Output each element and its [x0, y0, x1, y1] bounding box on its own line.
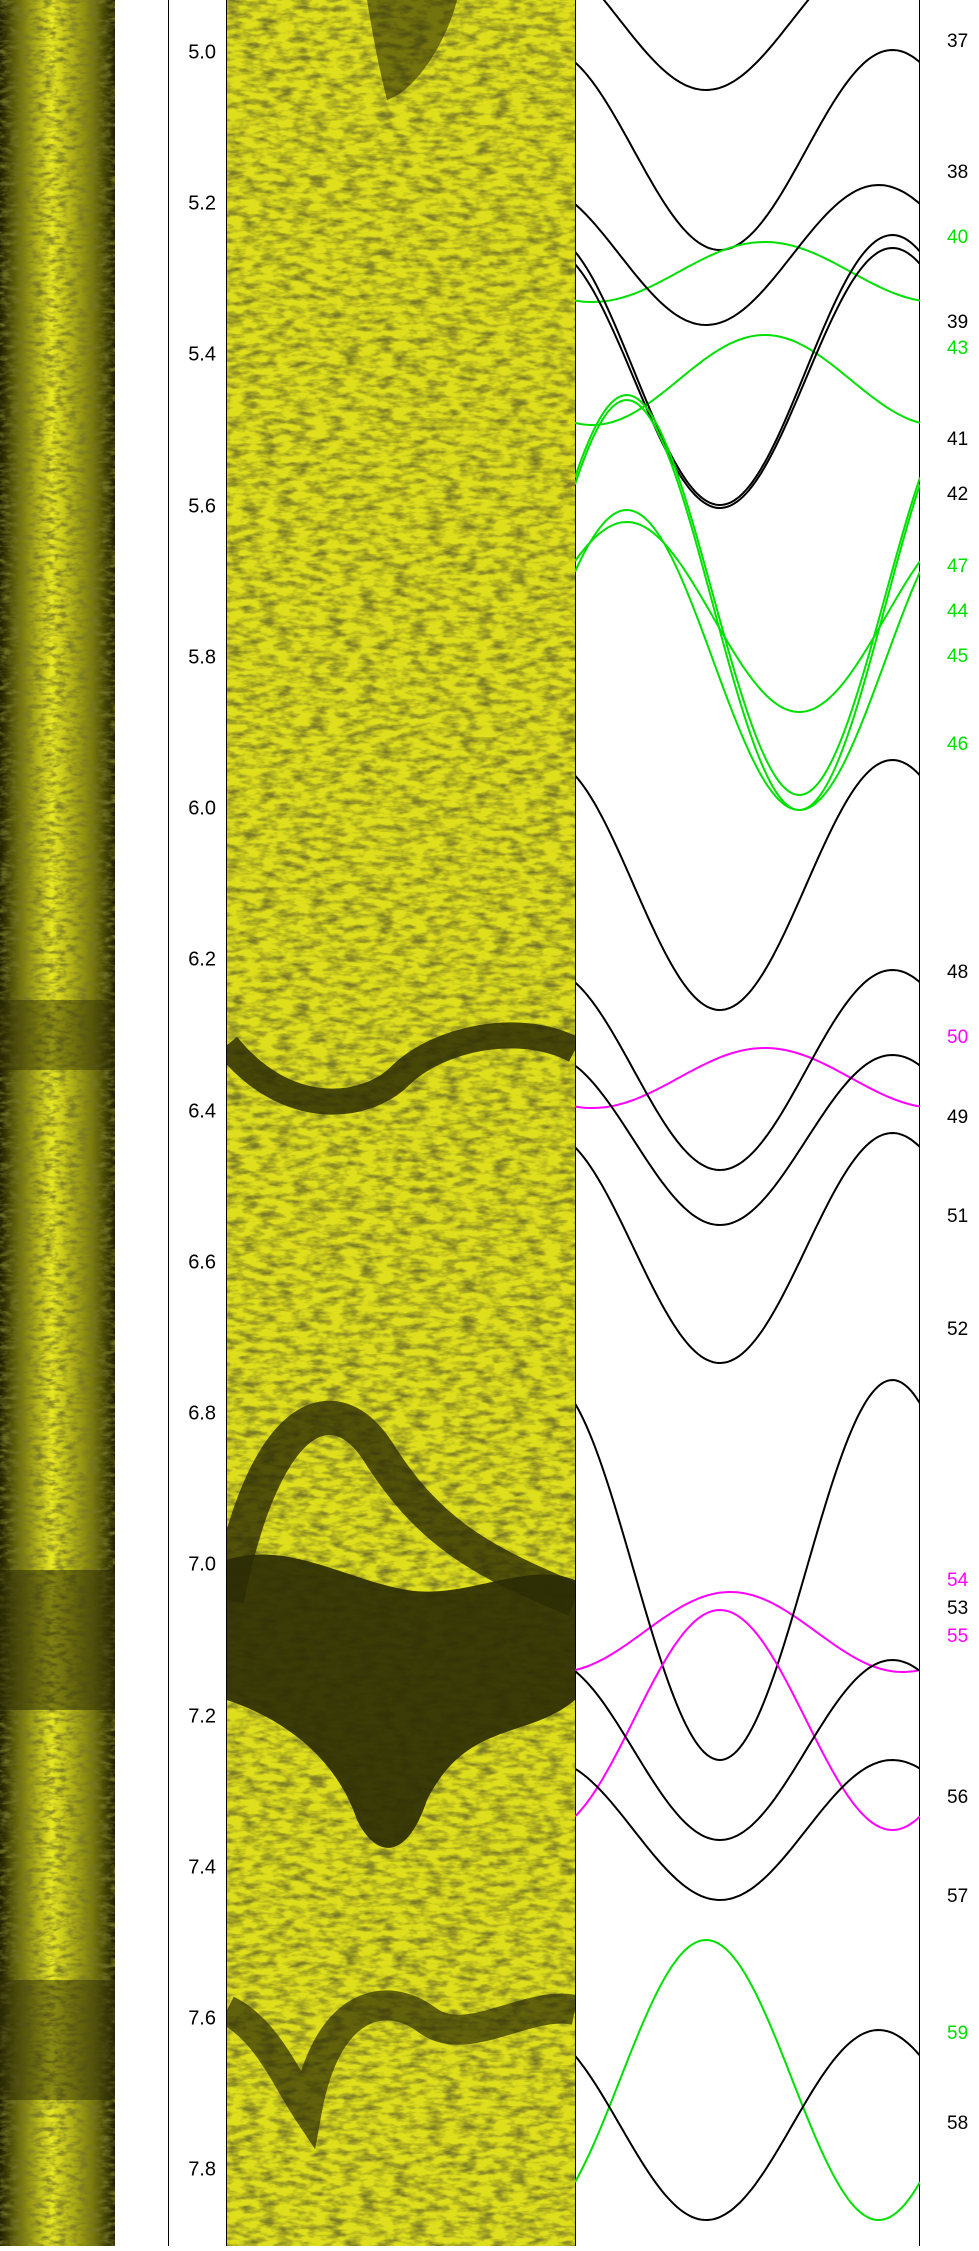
depth-label: 6.2	[188, 948, 216, 971]
feature-id-label-55: 55	[947, 1626, 969, 1647]
feature-sinusoid-44	[574, 393, 921, 797]
depth-label: 7.6	[188, 2007, 216, 2030]
feature-sinusoid-38	[574, 48, 921, 252]
feature-sinusoid-48	[574, 758, 921, 1012]
feature-id-label-49: 49	[947, 1107, 969, 1128]
feature-sinusoid-51	[574, 1053, 921, 1227]
feature-id-label-46: 46	[947, 734, 969, 755]
core-cylinder-image	[0, 0, 115, 2246]
feature-sinusoid-50	[574, 1047, 921, 1109]
sinusoid-svg	[574, 0, 921, 2246]
depth-label: 5.4	[188, 343, 216, 366]
feature-id-label-43: 43	[947, 338, 969, 359]
feature-id-label-51: 51	[947, 1206, 969, 1227]
feature-sinusoid-53	[574, 1378, 921, 1762]
feature-sinusoid-45	[574, 398, 921, 812]
feature-id-label-57: 57	[947, 1886, 969, 1907]
depth-label: 6.8	[188, 1402, 216, 1425]
feature-id-label-42: 42	[947, 484, 969, 505]
feature-sinusoid-59	[574, 1938, 921, 2222]
feature-id-label-54: 54	[947, 1570, 969, 1591]
feature-sinusoid-39	[574, 183, 921, 327]
depth-label: 6.4	[188, 1100, 216, 1123]
depth-label: 6.0	[188, 797, 216, 820]
depth-label: 5.8	[188, 646, 216, 669]
feature-id-label-52: 52	[947, 1319, 969, 1340]
feature-id-label-41: 41	[947, 429, 969, 450]
unrolled-borehole-image	[210, 0, 582, 2246]
feature-sinusoid-41	[574, 233, 921, 507]
feature-sinusoid-52	[574, 1131, 921, 1365]
depth-label: 6.6	[188, 1251, 216, 1274]
unrolled-image-svg	[210, 0, 582, 2246]
feature-id-label-44: 44	[947, 601, 969, 622]
feature-id-label-40: 40	[947, 227, 969, 248]
feature-sinusoid-47	[574, 520, 921, 714]
feature-id-label-45: 45	[947, 646, 969, 667]
feature-sinusoid-panel	[574, 0, 921, 2246]
feature-sinusoid-40	[574, 241, 921, 303]
depth-label: 5.6	[188, 495, 216, 518]
feature-sinusoid-46	[574, 508, 921, 812]
feature-sinusoid-42	[574, 246, 921, 510]
feature-sinusoid-37	[602, 0, 810, 92]
feature-id-label-50: 50	[947, 1027, 969, 1048]
feature-sinusoid-49	[574, 968, 921, 1172]
feature-sinusoid-54	[574, 1591, 921, 1673]
depth-label: 7.4	[188, 1856, 216, 1879]
feature-sinusoid-43	[574, 334, 921, 426]
feature-sinusoid-55	[574, 1608, 921, 1832]
feature-id-column: 37 38 40 39 43 41 42 47 44 45 46 48 50 49 51 52 54 53 55 56…	[920, 0, 979, 2246]
feature-id-label-59: 59	[947, 2023, 969, 2044]
feature-sinusoid-58	[574, 2028, 921, 2222]
feature-id-label-37: 37	[947, 31, 969, 52]
feature-sinusoid-57	[574, 1758, 921, 1902]
feature-id-label-48: 48	[947, 962, 969, 983]
feature-id-label-56: 56	[947, 1787, 969, 1808]
feature-id-label-39: 39	[947, 312, 969, 333]
depth-label: 5.2	[188, 192, 216, 215]
depth-label: 5.0	[188, 41, 216, 64]
feature-sinusoid-56	[574, 1658, 921, 1842]
feature-id-label-53: 53	[947, 1598, 969, 1619]
feature-id-label-47: 47	[947, 556, 969, 577]
feature-id-label-38: 38	[947, 162, 969, 183]
depth-label: 7.8	[188, 2158, 216, 2181]
depth-scale: 5.0 5.2 5.4 5.6 5.8 6.0 6.2 6.4 6.6 6.8 7.0 7.2 7.4 7…	[168, 0, 227, 2246]
depth-label: 7.2	[188, 1705, 216, 1728]
core-cylinder-svg	[0, 0, 115, 2246]
feature-id-label-58: 58	[947, 2113, 969, 2134]
depth-label: 7.0	[188, 1553, 216, 1576]
